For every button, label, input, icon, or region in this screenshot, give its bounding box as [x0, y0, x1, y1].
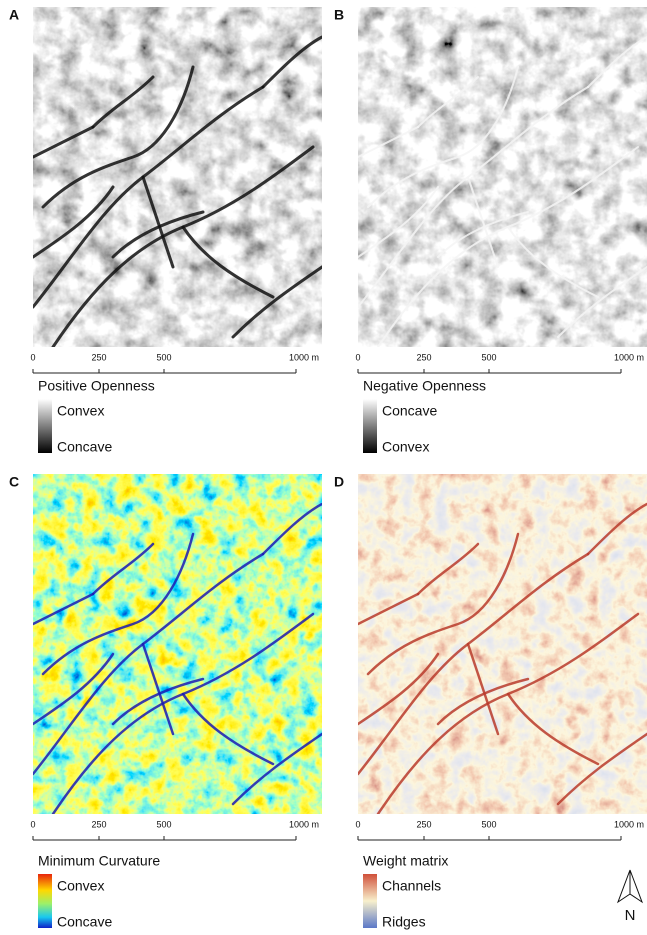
- legend-low: Convex: [382, 439, 429, 455]
- north-label: N: [625, 907, 636, 924]
- scale-tick-label: 1000 m: [614, 352, 644, 362]
- panel: D 0 250 500 1000 m Weight matrix Channels Ridge…: [334, 474, 647, 930]
- map: [33, 7, 322, 347]
- scale-tick-label: 500: [156, 352, 171, 362]
- panel-label: B: [334, 7, 344, 23]
- scale-tick-label: 250: [91, 352, 106, 362]
- panel: C 0 250 500 1000 m Minimum Curvature Convex Con…: [9, 474, 322, 930]
- scale-tick-label: 0: [30, 819, 35, 829]
- scale-tick-label: 0: [30, 352, 35, 362]
- north-arrow: N: [618, 870, 642, 924]
- map: [358, 7, 647, 347]
- scale-tick-label: 500: [156, 819, 171, 829]
- map-raster: [33, 474, 322, 814]
- scale-tick-label: 500: [481, 819, 496, 829]
- scale-tick-label: 0: [355, 352, 360, 362]
- legend-title: Minimum Curvature: [38, 853, 160, 869]
- scale-tick-label: 250: [91, 819, 106, 829]
- legend-title: Weight matrix: [363, 853, 448, 869]
- scale-tick-label: 250: [416, 352, 431, 362]
- map-raster: [358, 7, 647, 347]
- map-raster: [358, 474, 647, 814]
- legend-high: Convex: [57, 878, 104, 894]
- map: [358, 474, 647, 814]
- legend-gradient: [363, 399, 377, 453]
- panel-label: C: [9, 474, 19, 490]
- legend-gradient: [38, 874, 52, 928]
- legend-high: Concave: [382, 403, 437, 419]
- legend-low: Ridges: [382, 914, 426, 930]
- legend-high: Channels: [382, 878, 441, 894]
- panel: B 0 250 500 1000 m Negative Openness Concave Co…: [334, 7, 647, 455]
- panel-label: A: [9, 7, 19, 23]
- north-arrow-right: [630, 870, 642, 902]
- figure: N A02505001000 mPositive OpennessConvexC…: [0, 0, 647, 930]
- scale-tick-label: 1000 m: [614, 819, 644, 829]
- legend-high: Convex: [57, 403, 104, 419]
- legend-low: Concave: [57, 439, 112, 455]
- north-arrow-left: [618, 870, 630, 902]
- panel-label: D: [334, 474, 344, 490]
- scale-tick-label: 250: [416, 819, 431, 829]
- legend-title: Negative Openness: [363, 378, 486, 394]
- map: [33, 474, 322, 814]
- legend-low: Concave: [57, 914, 112, 930]
- legend-title: Positive Openness: [38, 378, 155, 394]
- legend-gradient: [363, 874, 377, 928]
- scale-tick-label: 1000 m: [289, 352, 319, 362]
- scale-tick-label: 500: [481, 352, 496, 362]
- scale-tick-label: 0: [355, 819, 360, 829]
- panel: A 0 250 500 1000 m Positive Openness Convex Con…: [9, 7, 322, 455]
- legend-gradient: [38, 399, 52, 453]
- scale-tick-label: 1000 m: [289, 819, 319, 829]
